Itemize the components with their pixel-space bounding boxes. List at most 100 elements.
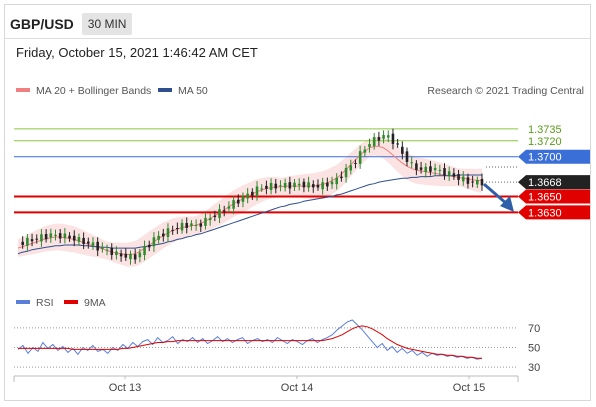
candle-body — [58, 233, 62, 239]
candle-body — [119, 253, 123, 257]
last-price-tag — [518, 175, 590, 190]
candle-body — [105, 249, 109, 251]
candle-body — [152, 237, 156, 247]
rsi-ma-legend-label: 9MA — [84, 297, 106, 309]
rsi-tick-70: 70 — [528, 323, 540, 335]
legend-top: MA 20 + Bollinger Bands MA 50 Research ©… — [16, 85, 584, 97]
candle-body — [288, 182, 292, 189]
candle-body — [208, 218, 212, 221]
candle-body — [443, 168, 446, 176]
candle-body — [344, 167, 348, 178]
candle-body — [410, 162, 413, 164]
candle-body — [335, 177, 338, 185]
x-axis: Oct 13 Oct 14 Oct 15 — [13, 375, 519, 394]
candle-body — [476, 179, 479, 185]
timeframe-badge[interactable]: 30 MIN — [81, 13, 133, 35]
rsi-legend-label: RSI — [36, 297, 54, 309]
x-tick-label-1: Oct 14 — [281, 382, 313, 394]
candle-body — [185, 223, 189, 228]
bollinger-band — [18, 136, 482, 267]
rsi-line — [17, 319, 483, 360]
candle-body — [162, 233, 165, 237]
candle-body — [386, 135, 390, 138]
candle-body — [87, 241, 90, 244]
candle-body — [405, 151, 409, 163]
candle-body — [429, 166, 432, 172]
candle-body — [96, 241, 99, 251]
ma50-line — [17, 174, 482, 255]
candle-body — [40, 234, 43, 242]
candle-body — [21, 241, 24, 245]
rsi-ma-legend-swatch — [64, 300, 78, 304]
candle-body — [147, 244, 151, 248]
pair-title: GBP/USD — [10, 16, 74, 32]
candle-body — [54, 234, 57, 237]
candle-body — [72, 235, 76, 241]
x-tick-label-0: Oct 13 — [109, 382, 141, 394]
level-label-1.3735: 1.3735 — [528, 124, 562, 136]
candle-body — [260, 188, 264, 190]
level-tag-1.3700 — [518, 149, 590, 164]
candle-body — [166, 228, 170, 237]
candle-body — [49, 233, 53, 238]
credit-label: Research © 2021 Trading Central — [427, 85, 584, 97]
candle-body — [265, 185, 268, 189]
chart-panel — [4, 4, 591, 401]
candle-body — [466, 177, 470, 184]
bollinger-band-fill — [18, 136, 482, 267]
candle-body — [311, 184, 315, 188]
candle-body — [176, 227, 179, 229]
candle-body — [204, 217, 207, 226]
candle-body — [274, 183, 278, 189]
candle-body — [321, 182, 324, 190]
candle-body — [438, 169, 442, 171]
candle-body — [297, 183, 301, 186]
candle-body — [415, 163, 418, 170]
x-tick-label-2: Oct 15 — [453, 382, 485, 394]
candle-body — [480, 178, 484, 186]
candle-body — [218, 209, 221, 218]
ma50-legend-swatch — [158, 88, 172, 92]
candle-body — [349, 165, 353, 171]
candle-body — [236, 199, 240, 204]
rsi-tick-30: 30 — [528, 362, 540, 374]
candle-body — [213, 215, 217, 218]
candle-body — [424, 166, 428, 173]
candle-body — [302, 181, 306, 188]
candle-body — [293, 182, 296, 188]
candle-body — [63, 233, 67, 239]
ma50-legend-label: MA 50 — [178, 85, 208, 97]
level-tag-1.3630 — [518, 205, 590, 220]
timestamp: Friday, October 15, 2021 1:46:42 AM CET — [16, 45, 258, 60]
level-label-1.3700: 1.3700 — [528, 152, 562, 164]
candle-body — [363, 149, 367, 153]
candle-body — [461, 176, 465, 182]
candle-body — [91, 242, 95, 246]
bollinger-legend-swatch — [16, 88, 30, 92]
rsi-legend-swatch — [16, 300, 30, 304]
candle-body — [279, 185, 282, 187]
candle-body — [372, 137, 376, 147]
candle-body — [358, 151, 362, 164]
candle-body — [129, 253, 132, 260]
candle-body — [232, 200, 235, 209]
level-label-1.3650: 1.3650 — [528, 191, 562, 203]
candle-body — [82, 237, 85, 245]
candle-body — [35, 238, 39, 240]
forecast-arrow-shaft — [483, 183, 508, 206]
candle-body — [246, 193, 249, 199]
candle-body — [316, 184, 320, 188]
chart-header: GBP/USD 30 MIN — [10, 13, 133, 35]
rsi-panel: 70 50 30 — [14, 319, 540, 374]
candle-body — [26, 237, 29, 246]
price-tags: 1.3668 — [486, 166, 590, 190]
candle-body — [340, 176, 343, 179]
candle-body — [241, 195, 245, 202]
candle-body — [396, 143, 399, 145]
candle-body — [133, 254, 137, 260]
candles — [21, 128, 484, 265]
candle-body — [326, 182, 329, 187]
level-label-1.3720: 1.3720 — [528, 136, 562, 148]
